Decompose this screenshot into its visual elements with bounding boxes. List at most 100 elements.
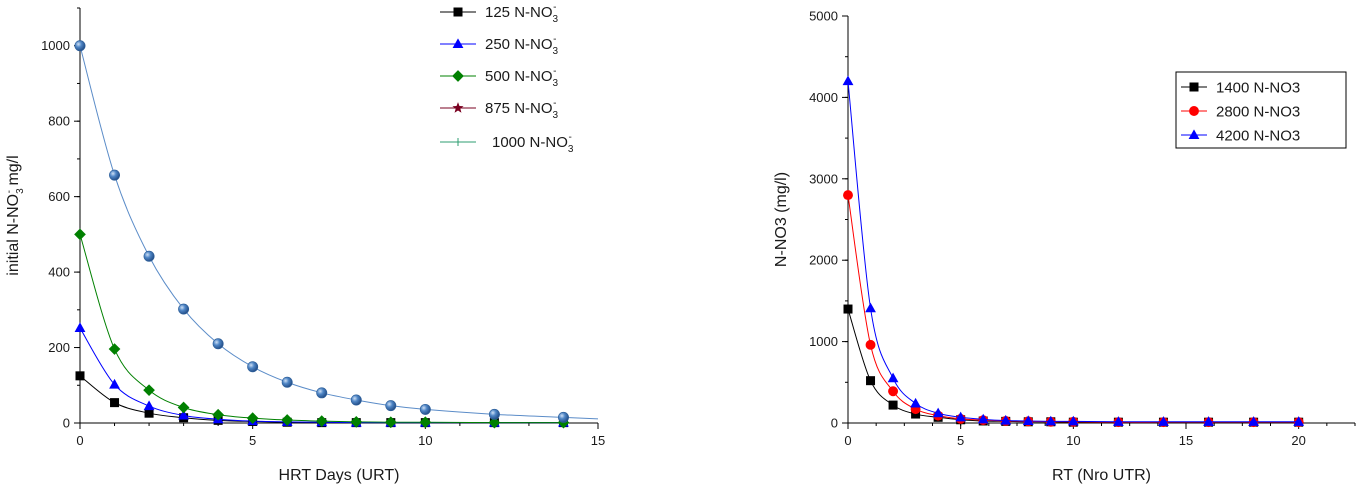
left-series-3-point (143, 250, 155, 262)
left-series-2-point (212, 408, 224, 421)
legend-label-3: 875 N-NO3- (485, 98, 559, 121)
left-series-1-point (178, 409, 189, 420)
legend-label-text: 1000 N-NO (492, 134, 568, 151)
left-series-2-point (281, 414, 294, 426)
y-label-sub: 3 (15, 188, 26, 194)
right-series-2-point (865, 302, 876, 313)
left-series-3-point (419, 403, 431, 415)
legend-marker-square (1189, 82, 1199, 92)
legend-label-sup: - (553, 66, 556, 77)
left-series-2-point (350, 416, 363, 428)
right-legend-label-0: 1400 N-NO3 (1216, 80, 1300, 97)
left-series-3-point (74, 40, 86, 52)
legend-label-sub: 3 (553, 78, 559, 89)
right-series-0-point (843, 304, 853, 314)
legend-label-sub: 3 (553, 46, 559, 57)
left-y-tick-label: 400 (48, 265, 70, 280)
y-label-unit: mg/l (5, 155, 22, 190)
right-series-2-point (1022, 415, 1034, 426)
left-y-tick-label: 200 (48, 340, 70, 355)
right-legend: 1400 N-NO3 2800 N-NO3 4200 N-NO3 (1175, 71, 1347, 149)
legend-label-sup: - (553, 2, 556, 13)
left-series-2-point (108, 343, 121, 355)
left-y-tick-label: 600 (48, 189, 70, 204)
left-series-0-point (75, 371, 85, 381)
left-series-2-point (315, 415, 328, 427)
legend-marker-circle (1189, 106, 1199, 116)
legend-label-sup: - (553, 34, 556, 45)
legend-label-sup: - (568, 132, 571, 143)
right-x-tick-label: 0 (844, 433, 851, 448)
right-x-tick-label: 15 (1179, 433, 1193, 448)
legend-label-sup: - (553, 98, 556, 109)
right-series-2-point (842, 75, 854, 86)
right-y-tick-label: 3000 (809, 171, 838, 186)
right-y-tick-label: 0 (831, 416, 838, 431)
right-series-2-point (1248, 416, 1259, 426)
left-x-tick-label: 5 (249, 433, 256, 448)
left-series-3-point (247, 361, 259, 373)
left-chart: 0 5 10 15 0 200 400 600 800 1000 HRT Days (URT) ini… (4, 7, 605, 484)
legend-label-text: 875 N-NO (485, 100, 553, 117)
left-y-tick-label: 800 (48, 114, 70, 129)
legend-label-text: 125 N-NO (485, 4, 553, 21)
right-series-2-point (1000, 414, 1012, 425)
right-chart: 0 5 10 15 20 0 1000 2000 3000 4000 5000 RT (Nro UTR… (773, 9, 1356, 484)
left-series-3-point (350, 394, 362, 406)
right-series-2-point (1067, 415, 1079, 426)
left-series-3-point (557, 411, 569, 423)
right-legend-label-2: 4200 N-NO3 (1216, 128, 1300, 145)
legend-label-sub: 3 (553, 14, 559, 25)
legend-marker-diamond (452, 70, 464, 82)
left-series-1-point (143, 400, 155, 411)
left-series-2-point (246, 412, 259, 424)
left-x-axis-label: HRT Days (URT) (279, 467, 400, 484)
legend-label-4: 1000 N-NO3- (492, 132, 574, 155)
left-series-2-point (488, 416, 501, 429)
left-y-axis-label: initial N-NO3- mg/l (4, 155, 26, 275)
right-y-axis-label: N-NO3 (mg/l) (773, 172, 790, 267)
left-series-3-point (178, 303, 190, 315)
left-y-tick-label: 0 (63, 416, 70, 431)
right-series-2-point (1158, 416, 1169, 426)
legend-label-2: 500 N-NO3- (485, 66, 559, 89)
legend-label-text: 500 N-NO (485, 68, 553, 85)
left-series-3-point (385, 400, 397, 412)
legend-marker-plus (454, 138, 462, 146)
legend-marker-triangle (1188, 129, 1200, 140)
legend-marker-square (453, 7, 463, 17)
legend-label-sub: 3 (568, 144, 574, 155)
left-legend: 125 N-NO3-250 N-NO3-500 N-NO3-875 N-NO3-… (440, 2, 574, 155)
left-y-tick-label: 1000 (41, 38, 70, 53)
right-series-2-point (932, 407, 944, 418)
right-series-1-point (888, 386, 899, 397)
right-y-tick-label: 4000 (809, 90, 838, 105)
legend-label-1: 250 N-NO3- (485, 34, 559, 57)
left-series-2-point (177, 401, 190, 414)
left-x-tick-label: 10 (418, 433, 432, 448)
left-series-line-3 (79, 45, 599, 420)
left-series-1-point (74, 322, 86, 332)
legend-label-0: 125 N-NO3- (485, 2, 559, 25)
left-x-tick-label: 0 (76, 433, 83, 448)
left-series-3-point (109, 169, 121, 181)
right-series-1-point (865, 339, 876, 350)
right-series-1-point (843, 190, 853, 201)
left-series-1-point (109, 378, 120, 389)
left-series-2-point (384, 416, 397, 429)
right-x-tick-label: 5 (957, 433, 964, 448)
left-series-2-point (419, 416, 432, 429)
right-legend-label-1: 2800 N-NO3 (1216, 104, 1300, 121)
left-series-3-point (316, 387, 328, 399)
right-series-2-point (1045, 415, 1057, 426)
right-series-2-point (1293, 416, 1305, 426)
y-label-main: initial N-NO (5, 194, 22, 276)
left-series-2-point (74, 228, 86, 241)
right-series-2-point (977, 413, 989, 424)
left-series-3-point (488, 408, 500, 420)
right-x-tick-label: 20 (1291, 433, 1305, 448)
legend-marker-star (452, 102, 464, 113)
legend-label-sub: 3 (553, 110, 559, 121)
